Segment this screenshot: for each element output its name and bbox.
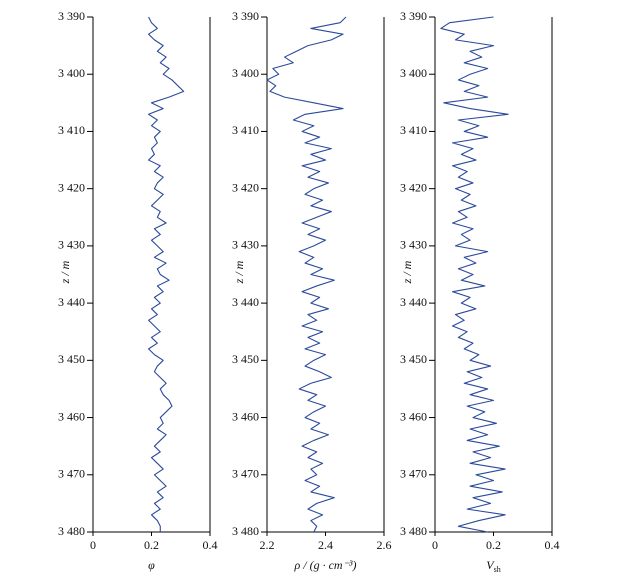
x-tick-label: 0 xyxy=(432,538,438,552)
x-label-main: φ xyxy=(148,558,155,572)
log-curve xyxy=(440,16,509,533)
y-tick-label: 3 430 xyxy=(232,238,259,252)
log-curve xyxy=(148,16,185,532)
y-tick-label: 3 390 xyxy=(232,9,259,23)
x-axis-label: ρ / (g · cm⁻³) xyxy=(293,558,356,572)
x-tick-label: 0.4 xyxy=(203,538,218,552)
y-tick-label: 3 400 xyxy=(232,66,259,80)
y-tick-label: 3 390 xyxy=(400,9,427,23)
x-label-main: ρ / (g · cm⁻³) xyxy=(293,558,356,572)
x-tick-label: 2.2 xyxy=(260,538,275,552)
y-tick-label: 3 430 xyxy=(400,238,427,252)
y-tick-label: 3 430 xyxy=(58,238,85,252)
y-tick-label: 3 420 xyxy=(58,180,85,194)
log-curve xyxy=(266,16,347,533)
y-tick-label: 3 440 xyxy=(232,295,259,309)
y-tick-label: 3 450 xyxy=(232,352,259,366)
y-axis-label: z / m xyxy=(400,260,414,284)
y-tick-label: 3 480 xyxy=(58,524,85,538)
y-tick-label: 3 410 xyxy=(232,123,259,137)
x-axis-label: φ xyxy=(148,558,155,572)
x-tick-label: 0.2 xyxy=(486,538,501,552)
y-tick-label: 3 460 xyxy=(58,409,85,423)
x-axis-label: Vsh xyxy=(486,558,500,574)
y-tick-label: 3 400 xyxy=(400,66,427,80)
y-tick-label: 3 410 xyxy=(400,123,427,137)
y-tick-label: 3 410 xyxy=(58,123,85,137)
y-tick-label: 3 480 xyxy=(400,524,427,538)
y-tick-label: 3 420 xyxy=(400,180,427,194)
y-tick-label: 3 470 xyxy=(232,467,259,481)
y-tick-label: 3 480 xyxy=(232,524,259,538)
y-tick-label: 3 400 xyxy=(58,66,85,80)
y-tick-label: 3 470 xyxy=(400,467,427,481)
x-tick-label: 0 xyxy=(90,538,96,552)
y-axis-label: z / m xyxy=(58,260,72,284)
y-axis-label: z / m xyxy=(232,260,246,284)
y-tick-label: 3 450 xyxy=(58,352,85,366)
y-tick-label: 3 460 xyxy=(400,409,427,423)
y-tick-label: 3 440 xyxy=(400,295,427,309)
y-tick-label: 3 470 xyxy=(58,467,85,481)
x-label-main: V xyxy=(486,558,495,572)
x-tick-label: 0.4 xyxy=(545,538,560,552)
y-tick-label: 3 420 xyxy=(232,180,259,194)
x-tick-label: 2.6 xyxy=(377,538,392,552)
y-tick-label: 3 460 xyxy=(232,409,259,423)
y-tick-label: 3 450 xyxy=(400,352,427,366)
y-tick-label: 3 440 xyxy=(58,295,85,309)
x-label-sub: sh xyxy=(494,565,501,574)
x-tick-label: 2.4 xyxy=(318,538,333,552)
y-tick-label: 3 390 xyxy=(58,9,85,23)
x-tick-label: 0.2 xyxy=(144,538,159,552)
